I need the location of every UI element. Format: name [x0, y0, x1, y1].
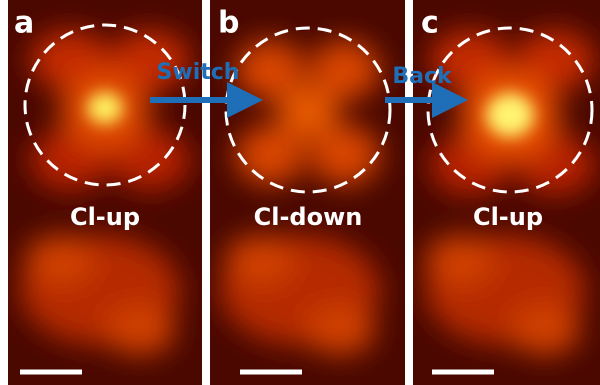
panel-label: Cl-down — [254, 203, 363, 231]
panel-label: Cl-up — [473, 203, 543, 231]
arrow-label: Switch — [157, 60, 240, 85]
figure: Switch Back a b c Cl-up Cl-down Cl-up — [0, 0, 600, 385]
panel-b-image — [210, 0, 405, 385]
arrow-label: Back — [392, 64, 453, 89]
panel-label: Cl-up — [70, 203, 140, 231]
panel-letter: a — [14, 6, 34, 41]
panel-letter: c — [421, 6, 439, 41]
panel-letter: b — [218, 6, 239, 41]
panel-a-image — [8, 0, 202, 385]
